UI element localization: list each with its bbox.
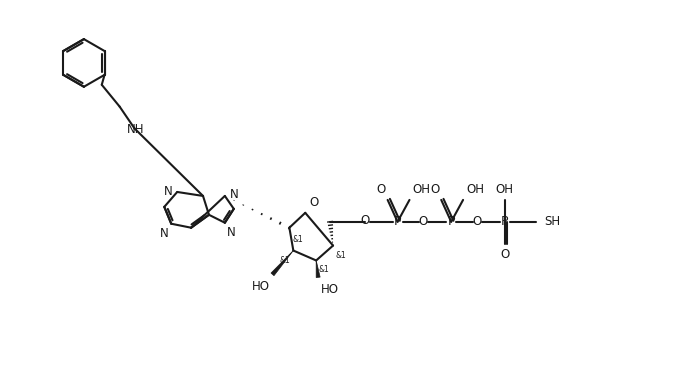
Polygon shape xyxy=(316,261,320,277)
Text: OH: OH xyxy=(412,183,431,196)
Text: P: P xyxy=(394,215,401,228)
Text: &1: &1 xyxy=(279,256,290,265)
Text: P: P xyxy=(501,215,508,228)
Text: N: N xyxy=(227,226,235,239)
Text: OH: OH xyxy=(496,183,514,196)
Text: HO: HO xyxy=(321,283,339,296)
Text: O: O xyxy=(419,215,428,228)
Text: NH: NH xyxy=(127,123,144,136)
Text: O: O xyxy=(430,183,439,196)
Text: O: O xyxy=(500,247,509,261)
Text: N: N xyxy=(159,227,168,240)
Text: N: N xyxy=(230,188,239,202)
Text: O: O xyxy=(309,196,319,209)
Text: SH: SH xyxy=(544,215,561,228)
Text: &1: &1 xyxy=(318,265,329,274)
Text: HO: HO xyxy=(252,280,270,293)
Text: O: O xyxy=(360,214,370,227)
Text: N: N xyxy=(163,185,172,199)
Text: &1: &1 xyxy=(292,235,303,244)
Text: &1: &1 xyxy=(335,250,346,259)
Text: P: P xyxy=(447,215,455,228)
Text: O: O xyxy=(473,215,481,228)
Text: OH: OH xyxy=(466,183,484,196)
Text: O: O xyxy=(376,183,386,196)
Polygon shape xyxy=(271,250,294,276)
